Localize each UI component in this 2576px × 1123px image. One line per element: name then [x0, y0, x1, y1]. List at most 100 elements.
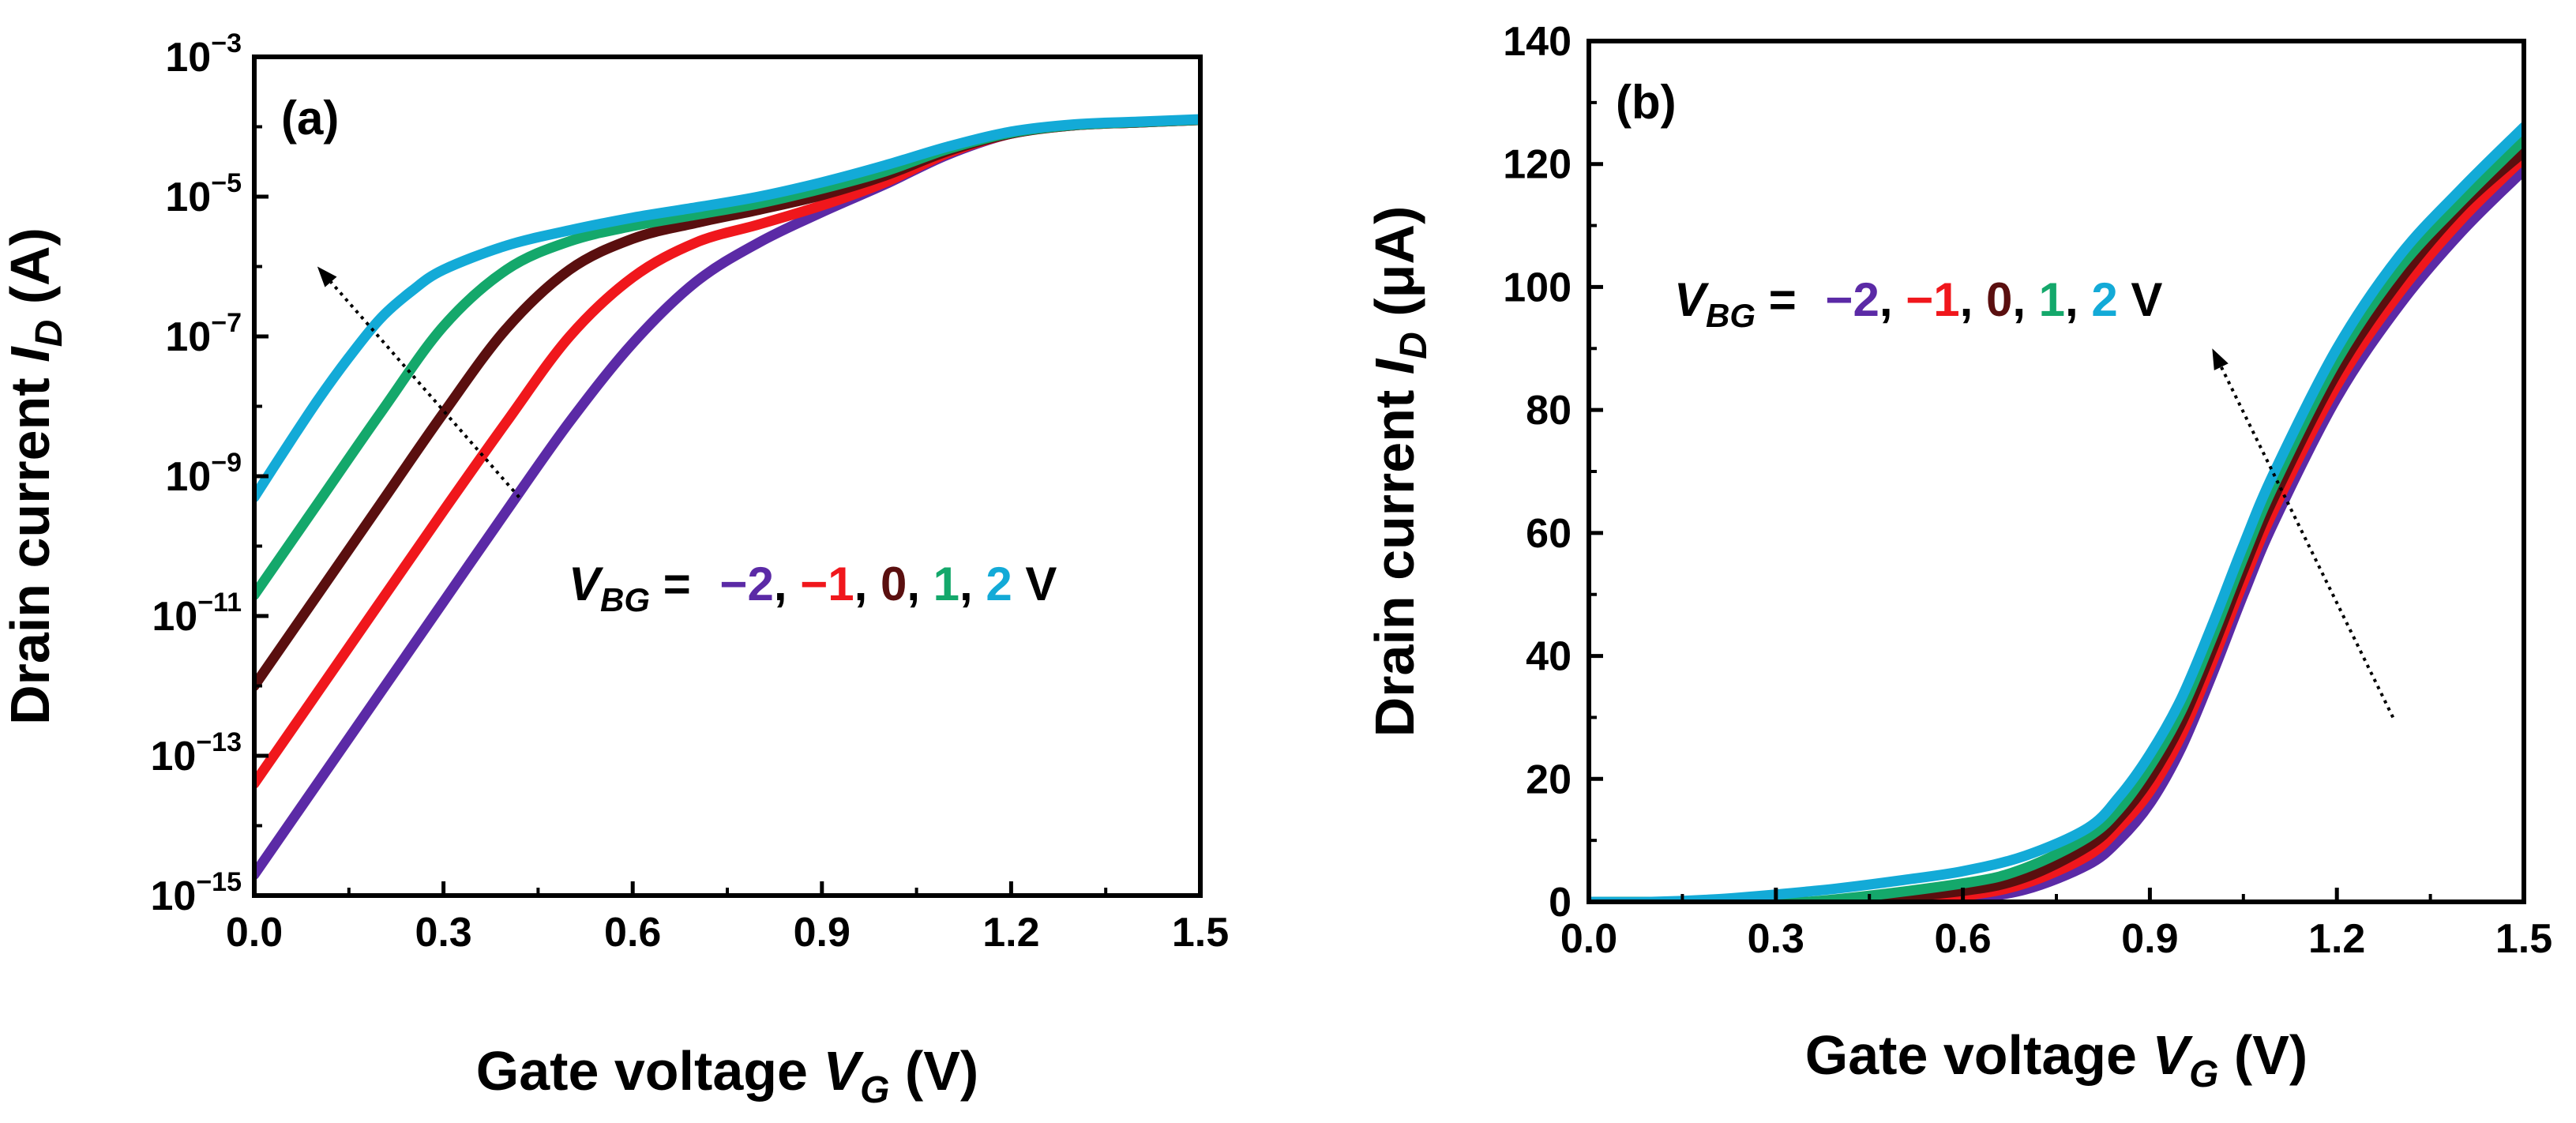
legend: VBG = −2, −1, 0, 1, 2 V — [1674, 273, 2162, 334]
x-tick-label: 0.0 — [226, 910, 283, 956]
y-tick-base: 10 — [165, 175, 211, 220]
x-tick-label: 0.9 — [794, 910, 851, 956]
y-tick-exponent: −15 — [196, 867, 242, 897]
y-tick-label: 10−7 — [165, 308, 242, 360]
trend-arrow — [317, 266, 520, 498]
legend-value: −2 — [719, 558, 773, 610]
legend-value: 1 — [933, 558, 959, 610]
arrow-head — [317, 266, 337, 287]
legend-var: V — [1674, 273, 1710, 326]
y-axis-label: Drain current ID (A) — [0, 227, 70, 725]
series-line-4 — [1589, 122, 2524, 902]
y-tick-exponent: −5 — [211, 168, 242, 198]
x-label-unit: (V) — [889, 1040, 978, 1102]
legend-value: −2 — [1825, 273, 1879, 326]
legend-separator: , — [959, 558, 986, 610]
legend-separator: , — [854, 558, 881, 610]
x-tick-label: 1.2 — [2308, 916, 2365, 962]
legend-separator: , — [2065, 273, 2091, 326]
legend: VBG = −2, −1, 0, 1, 2 V — [569, 558, 1057, 618]
y-tick-label: 10−5 — [165, 168, 242, 220]
y-label-sub: D — [1393, 332, 1435, 359]
y-tick-label: 20 — [1526, 757, 1572, 802]
y-tick-label: 40 — [1526, 634, 1572, 680]
series-line-3 — [1589, 134, 2524, 902]
y-tick-label: 0 — [1549, 880, 1572, 926]
legend-equals: = — [1756, 273, 1809, 326]
y-label-text: Drain current — [1364, 374, 1425, 737]
series-layer — [1589, 122, 2524, 902]
chart-panel-a: 0.0 0.3 0.6 0.9 1.2 1.510−1510−1310−1110−910−… — [0, 28, 1229, 1111]
x-tick-label: 0.0 — [1560, 916, 1617, 962]
legend-value: 2 — [986, 558, 1012, 610]
y-tick-exponent: −13 — [196, 727, 242, 757]
legend-unit: V — [2118, 273, 2163, 326]
x-tick-label: 1.5 — [2495, 916, 2552, 962]
y-tick-label: 140 — [1503, 19, 1572, 65]
y-tick-base: 10 — [152, 594, 197, 640]
x-axis-label: Gate voltage VG (V) — [476, 1040, 978, 1111]
legend-sub: BG — [1706, 297, 1756, 334]
legend-value: 2 — [2091, 273, 2117, 326]
legend-value: −1 — [1906, 273, 1959, 326]
x-label-sub: G — [2189, 1054, 2218, 1095]
legend-separator: , — [907, 558, 933, 610]
arrow-head — [2212, 348, 2229, 371]
legend-var: V — [569, 558, 604, 610]
arrow-shaft — [2219, 366, 2395, 719]
y-tick-label: 10−15 — [150, 867, 242, 919]
legend-value: 0 — [1986, 273, 2012, 326]
trend-arrow — [2212, 348, 2395, 719]
series-layer — [254, 114, 1200, 880]
y-tick-label: 10−9 — [165, 448, 242, 500]
legend-value: 0 — [881, 558, 907, 610]
axis-ticks: 0.0 0.3 0.6 0.9 1.2 1.510−1510−1310−1110−910−… — [150, 28, 1229, 956]
y-tick-exponent: −3 — [211, 28, 242, 58]
legend-equals: = — [650, 558, 704, 610]
y-tick-base: 10 — [165, 35, 211, 81]
y-tick-label: 120 — [1503, 142, 1572, 188]
y-label-unit: (A) — [0, 227, 61, 320]
legend-value: −1 — [800, 558, 854, 610]
y-tick-base: 10 — [165, 314, 211, 360]
x-tick-label: 1.2 — [982, 910, 1039, 956]
legend-separator: , — [1879, 273, 1906, 326]
legend-unit: V — [1012, 558, 1057, 610]
y-tick-label: 60 — [1526, 511, 1572, 557]
x-tick-label: 0.6 — [604, 910, 661, 956]
y-label-var: I — [0, 346, 61, 362]
x-tick-label: 0.3 — [1748, 916, 1804, 962]
x-label-var: V — [2152, 1024, 2193, 1086]
x-tick-label: 0.6 — [1934, 916, 1991, 962]
y-label-sub: D — [28, 320, 70, 347]
x-label-text: Gate voltage — [1805, 1024, 2153, 1086]
x-tick-label: 0.3 — [415, 910, 471, 956]
x-label-sub: G — [860, 1069, 889, 1111]
x-label-unit: (V) — [2218, 1024, 2308, 1086]
y-label-unit: (μA) — [1364, 206, 1425, 332]
y-label-text: Drain current — [0, 362, 61, 725]
y-tick-label: 100 — [1503, 265, 1572, 310]
legend-separator: , — [2012, 273, 2038, 326]
series-line-0 — [1589, 165, 2524, 902]
y-tick-label: 10−13 — [150, 727, 242, 779]
y-tick-label: 80 — [1526, 388, 1572, 434]
x-tick-label: 1.5 — [1172, 910, 1229, 956]
y-tick-label: 10−11 — [152, 588, 242, 640]
legend-text: VBG = −2, −1, 0, 1, 2 V — [569, 558, 1057, 618]
series-line-3 — [254, 115, 1200, 600]
x-tick-label: 0.9 — [2121, 916, 2178, 962]
y-tick-base: 10 — [165, 454, 211, 500]
y-tick-exponent: −9 — [211, 448, 242, 478]
y-axis-label: Drain current ID (μA) — [1364, 206, 1435, 738]
legend-text: VBG = −2, −1, 0, 1, 2 V — [1674, 273, 2162, 334]
panel-label: (a) — [281, 92, 339, 145]
y-tick-base: 10 — [150, 873, 196, 919]
x-axis-label: Gate voltage VG (V) — [1805, 1024, 2308, 1095]
legend-sub: BG — [600, 581, 650, 618]
legend-separator: , — [774, 558, 800, 610]
plot-frame — [1587, 39, 2526, 904]
